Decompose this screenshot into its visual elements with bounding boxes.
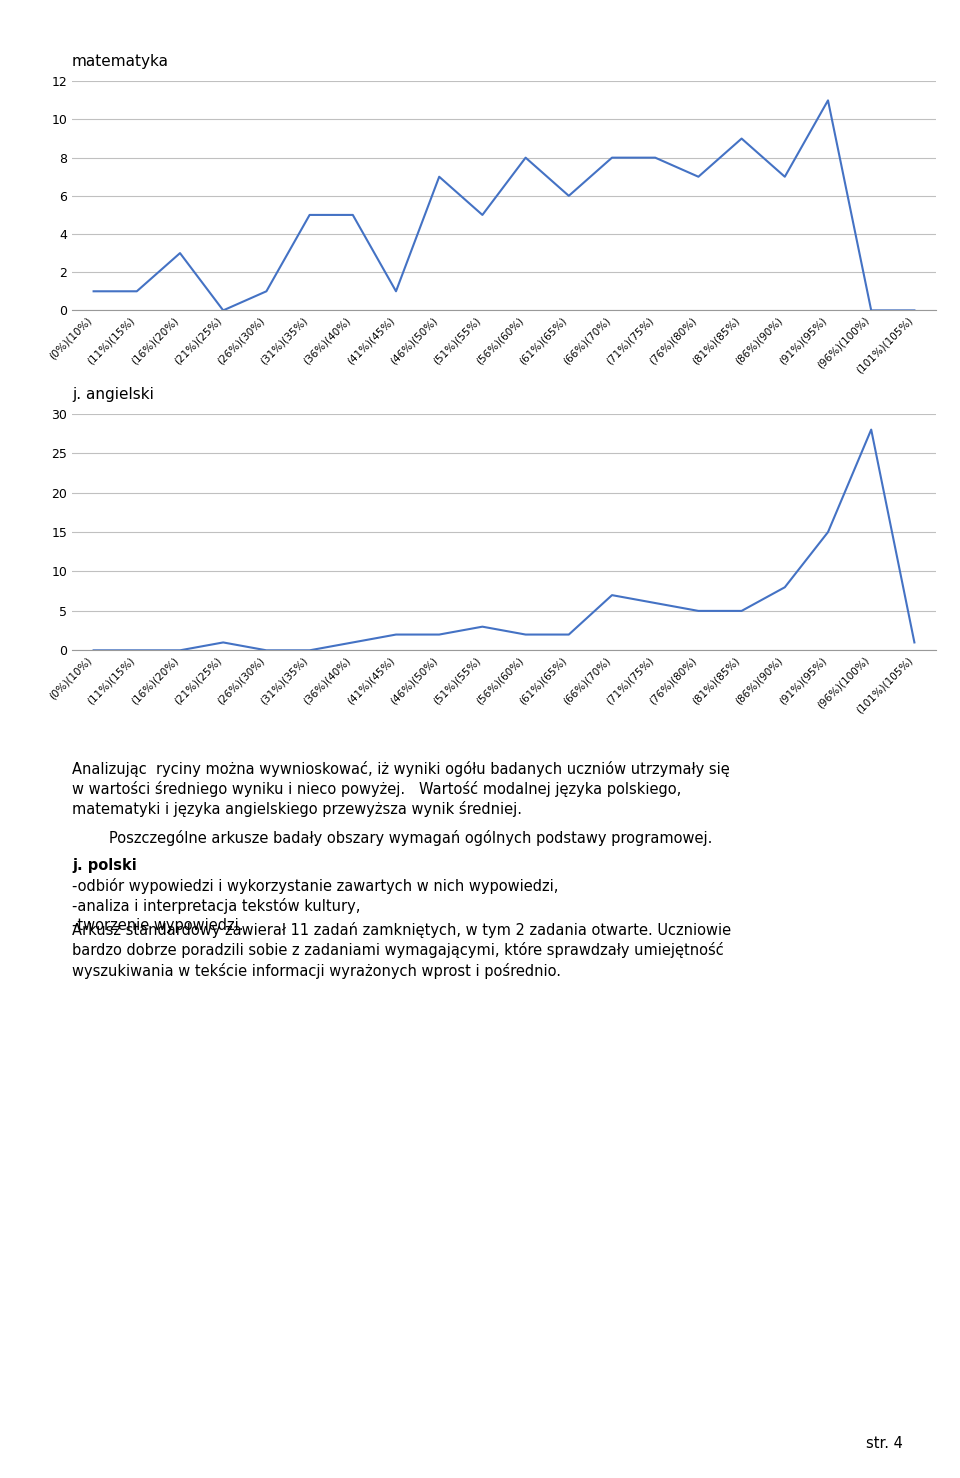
- Text: Analizując  ryciny można wywnioskować, iż wyniki ogółu badanych uczniów utrzymał: Analizując ryciny można wywnioskować, iż…: [72, 761, 730, 777]
- Text: matematyki i języka angielskiego przewyższa wynik średniej.: matematyki i języka angielskiego przewyż…: [72, 801, 522, 817]
- Text: matematyka: matematyka: [72, 55, 169, 69]
- Text: Arkusz standardowy zawierał 11 zadań zamkniętych, w tym 2 zadania otwarte. Uczni: Arkusz standardowy zawierał 11 zadań zam…: [72, 922, 732, 939]
- Text: Poszczególne arkusze badały obszary wymagań ogólnych podstawy programowej.: Poszczególne arkusze badały obszary wyma…: [72, 829, 712, 845]
- Text: wyszukiwania w tekście informacji wyrażonych wprost i pośrednio.: wyszukiwania w tekście informacji wyrażo…: [72, 962, 561, 978]
- Text: bardzo dobrze poradzili sobie z zadaniami wymagającymi, które sprawdzały umiejęt: bardzo dobrze poradzili sobie z zadaniam…: [72, 943, 724, 958]
- Text: j. angielski: j. angielski: [72, 387, 154, 402]
- Text: str. 4: str. 4: [866, 1437, 902, 1451]
- Text: w wartości średniego wyniku i nieco powyżej.   Wartość modalnej języka polskiego: w wartości średniego wyniku i nieco powy…: [72, 782, 682, 797]
- Text: -tworzenie wypowiedzi.: -tworzenie wypowiedzi.: [72, 918, 244, 933]
- Text: -odbiór wypowiedzi i wykorzystanie zawartych w nich wypowiedzi,: -odbiór wypowiedzi i wykorzystanie zawar…: [72, 878, 559, 894]
- Text: -analiza i interpretacja tekstów kultury,: -analiza i interpretacja tekstów kultury…: [72, 899, 360, 913]
- Text: j. polski: j. polski: [72, 857, 136, 873]
